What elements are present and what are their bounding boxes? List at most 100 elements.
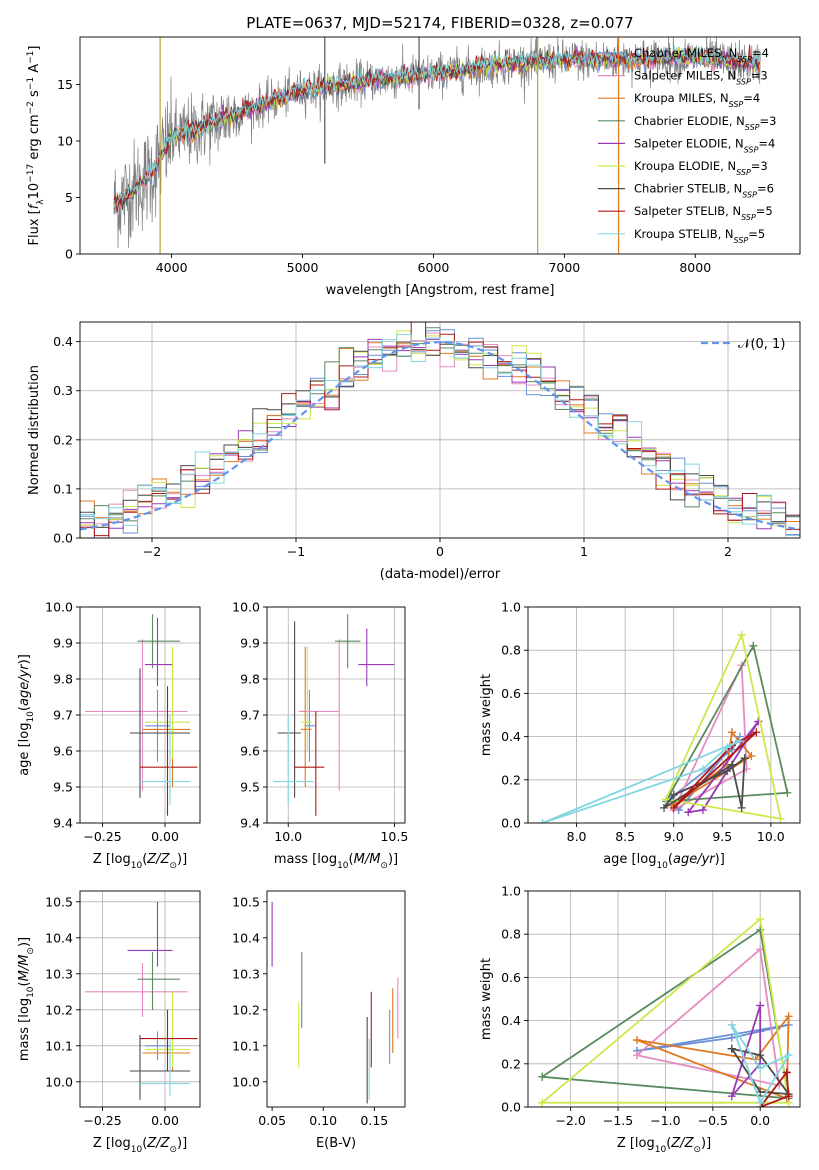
y-tick-label: 0 [65, 247, 73, 262]
spectrum-model-kroupa_stelib [113, 45, 761, 208]
weight-point-marker [727, 1092, 736, 1101]
y-tick-label: 9.7 [240, 708, 260, 723]
plot-area [113, 37, 761, 254]
y-tick-label: 9.9 [240, 636, 260, 651]
weight-point-marker [756, 1087, 765, 1096]
x-tick-label: 0.0 [750, 1113, 770, 1128]
x-tick-label: 8000 [679, 260, 711, 275]
weight-series-line [730, 1005, 762, 1097]
x-tick-label: 9.5 [712, 829, 732, 844]
y-tick-label: 9.4 [53, 816, 73, 831]
x-tick-label: −1.0 [650, 1113, 680, 1128]
plot-area [85, 614, 198, 816]
panel-z-mass: −0.25 0.00 10.0 10.1 10.2 10.3 10.4 10.5 Z [log1… [17, 890, 201, 1155]
y-tick-label: 0.2 [53, 432, 73, 447]
weight-point-marker [749, 641, 758, 650]
y-tick-label: 0.2 [501, 1056, 521, 1071]
x-tick-label: 7000 [548, 260, 580, 275]
y-tick-label: 10 [57, 133, 73, 148]
y-tick-label: 9.5 [53, 780, 73, 795]
y-tick-label: 0.6 [501, 686, 521, 701]
weight-point-marker [728, 728, 736, 737]
weight-point-marker [756, 1051, 765, 1060]
x-axis-label: E(B-V) [316, 1136, 356, 1151]
y-tick-label: 0.8 [501, 643, 521, 658]
x-tick-label: 5000 [287, 260, 319, 275]
weight-point-marker [728, 760, 736, 769]
y-tick-label: 9.5 [240, 780, 260, 795]
legend-entry: Salpeter ELODIE, NSSP=4 [634, 136, 775, 154]
y-tick-label: 10.3 [45, 966, 73, 981]
y-tick-label: 1.0 [501, 600, 521, 615]
y-tick-label: 0.1 [53, 481, 73, 496]
y-tick-label: 10.0 [45, 600, 73, 615]
y-axis-label: age [log10(age/yr)] [17, 654, 36, 776]
y-tick-label: 0.3 [53, 383, 73, 398]
y-tick-label: 0.0 [501, 1100, 521, 1115]
weight-point-marker [538, 1098, 547, 1107]
y-tick-label: 10.5 [232, 894, 260, 909]
weight-point-marker [727, 1033, 736, 1042]
x-tick-label: 0 [436, 544, 444, 559]
weight-point-marker [756, 1001, 765, 1010]
y-tick-label: 10.4 [232, 930, 260, 945]
x-tick-label: 6000 [418, 260, 450, 275]
weight-series-line [664, 645, 789, 803]
plot-area [538, 631, 792, 823]
x-tick-label: −1.5 [603, 1113, 633, 1128]
weight-point-marker [538, 819, 547, 823]
x-tick-label: 0.00 [151, 1113, 179, 1128]
weight-point-marker [632, 1051, 641, 1060]
axes-frame [527, 890, 801, 1108]
weight-point-marker [737, 631, 746, 640]
y-tick-label: 1.0 [501, 884, 521, 899]
y-tick-label: 9.6 [240, 744, 260, 759]
weight-series-line [673, 731, 757, 809]
axes-frame [266, 890, 406, 1108]
x-axis-label: (data-model)/error [380, 567, 501, 582]
weight-series-line [664, 634, 782, 820]
y-tick-label: 10.0 [45, 1074, 73, 1089]
y-tick-label: 9.7 [53, 708, 73, 723]
weight-point-marker [784, 1012, 793, 1021]
x-tick-label: 10.5 [380, 829, 408, 844]
weight-series-line [671, 664, 748, 813]
weight-point-marker [538, 1072, 547, 1081]
weight-point-marker [756, 925, 765, 934]
y-tick-label: 5 [65, 190, 73, 205]
x-axis-label: Z [log10(Z/Z⊙)] [93, 1136, 187, 1155]
plot-area [85, 901, 198, 1100]
weight-series-line [541, 917, 790, 1104]
legend-entry: 𝒩(0, 1) [738, 337, 785, 352]
weight-point-marker [784, 1051, 793, 1060]
x-axis-label: wavelength [Angstrom, rest frame] [326, 283, 555, 298]
weight-point-marker [669, 803, 678, 812]
weight-point-marker [723, 743, 732, 752]
legend-entry: Salpeter STELIB, NSSP=5 [634, 204, 773, 222]
x-tick-label: −0.5 [698, 1113, 728, 1128]
figure-title: PLATE=0637, MJD=52174, FIBERID=0328, z=0… [246, 14, 633, 32]
weight-point-marker [684, 808, 693, 817]
y-tick-label: 0.4 [501, 1013, 521, 1028]
panel-residual-hist: −2 −1 0 1 2 0.0 0.1 0.2 0.3 0.4 𝒩(0, 1) (data-model… [27, 321, 801, 582]
x-tick-label: −1 [287, 544, 305, 559]
y-tick-label: 10.2 [45, 1002, 73, 1017]
legend-entry: Chabrier STELIB, NSSP=6 [634, 182, 774, 200]
weight-point-marker [727, 1044, 736, 1053]
axes-frame [79, 890, 201, 1108]
y-tick-label: 10.5 [45, 894, 73, 909]
panel-ebv-mass: 0.05 0.10 0.15 10.0 10.1 10.2 10.3 10.4 10.5 [232, 890, 406, 1128]
x-tick-label: 8.5 [615, 829, 635, 844]
y-tick-label: 9.9 [53, 636, 73, 651]
axes-frame [527, 606, 801, 824]
plot-area [538, 915, 793, 1107]
weight-point-marker [735, 736, 744, 745]
legend-entry: Kroupa ELODIE, NSSP=3 [634, 159, 768, 177]
y-tick-label: 9.4 [240, 816, 260, 831]
y-tick-label: 10.1 [45, 1038, 73, 1053]
spectrum-model-salpeter_stelib [113, 44, 761, 213]
x-tick-label: 4000 [156, 260, 188, 275]
weight-point-marker [782, 1068, 791, 1077]
y-tick-label: 9.6 [53, 744, 73, 759]
weight-point-marker [632, 1036, 641, 1045]
